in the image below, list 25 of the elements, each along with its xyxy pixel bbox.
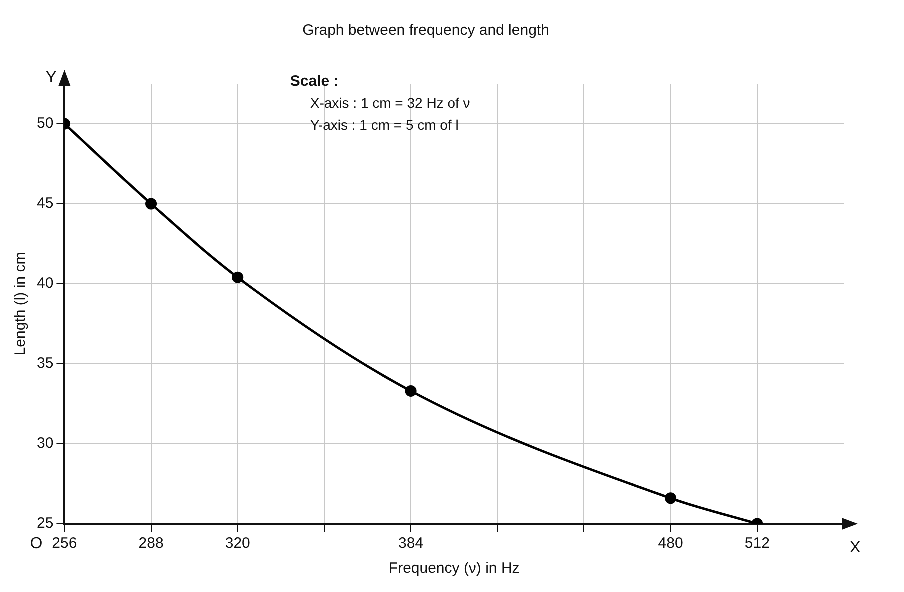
y-tick-label: 45 <box>36 195 54 212</box>
y-tick-label: 50 <box>36 115 54 132</box>
text: X <box>850 539 861 556</box>
text: Y <box>46 69 58 86</box>
x-tick-label: 384 <box>398 535 424 552</box>
x-tick-label: 512 <box>744 535 770 552</box>
y-tick-label: 40 <box>36 275 54 292</box>
x-tick-label: 288 <box>138 535 164 552</box>
x-tick-label: 256 <box>52 535 78 552</box>
point <box>665 492 677 504</box>
x-tick-label: 320 <box>225 535 250 552</box>
x-axis-title: Frequency (ν) in Hz <box>388 560 520 578</box>
annotation: Y-axis : 1 cm = 5 cm of l <box>310 116 459 133</box>
chart-title: Graph between frequency and length <box>302 22 550 40</box>
annotation: X-axis : 1 cm = 32 Hz of ν <box>310 94 470 111</box>
point <box>146 198 158 210</box>
y-tick-label: 35 <box>36 355 54 372</box>
annotation: Scale : <box>290 73 339 90</box>
point <box>405 385 417 397</box>
y-tick-label: 25 <box>36 515 54 532</box>
point <box>232 272 244 284</box>
text: O <box>30 535 43 552</box>
y-axis-title: Length (l) in cm <box>12 252 30 356</box>
y-tick-label: 30 <box>36 435 54 452</box>
x-tick-label: 480 <box>658 535 684 552</box>
